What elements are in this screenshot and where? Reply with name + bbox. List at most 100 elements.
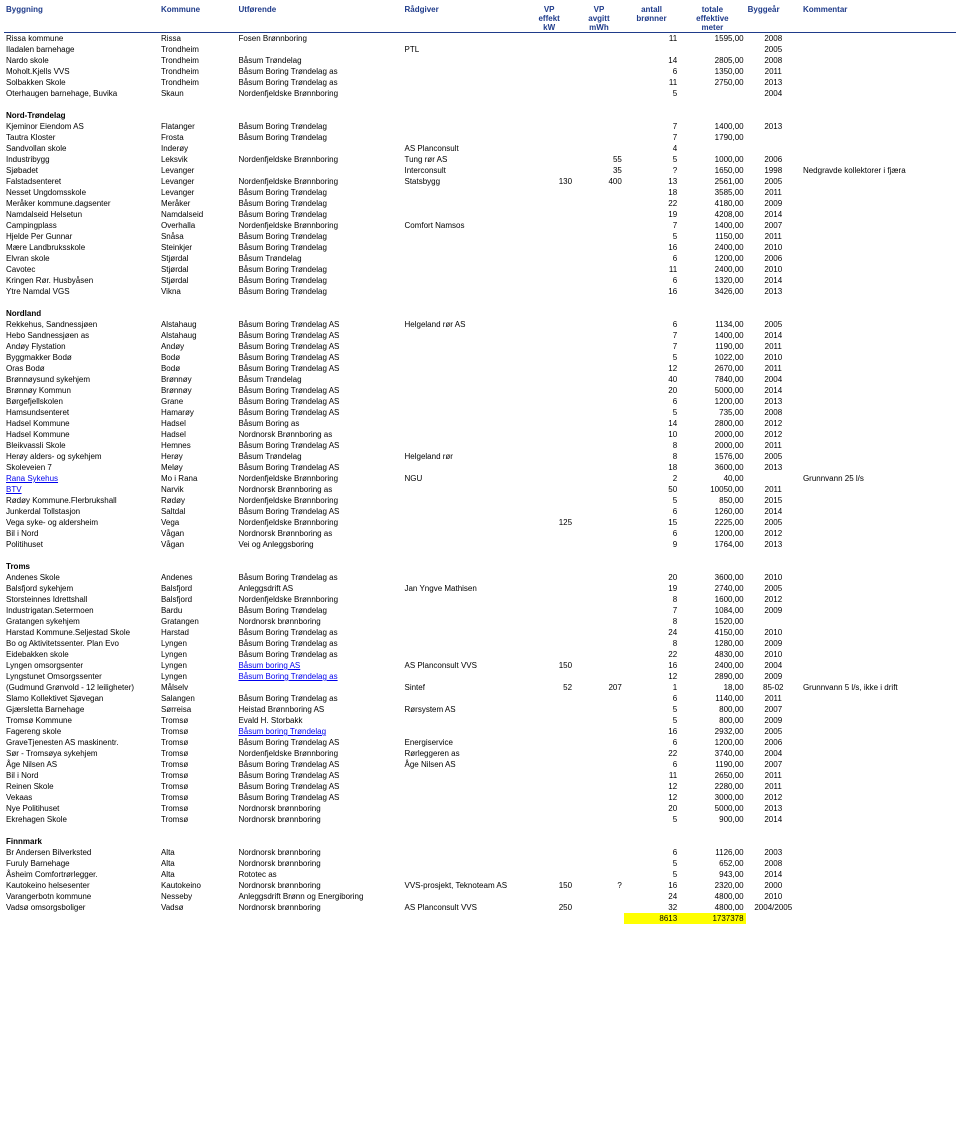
cell: Helgeland rør AS (402, 319, 524, 330)
cell: 1190,00 (679, 759, 745, 770)
cell: 7 (624, 132, 679, 143)
cell (402, 187, 524, 198)
cell: Sintef (402, 682, 524, 693)
cell: Åge Nilsen AS (402, 759, 524, 770)
cell: 2008 (746, 858, 801, 869)
cell: 2013 (746, 286, 801, 297)
cell (524, 88, 574, 99)
totals-row: 86131737378 (4, 913, 956, 924)
cell: Nardo skole (4, 55, 159, 66)
cell: Nordnorsk Brønnboring as (236, 484, 402, 495)
cell (801, 484, 956, 495)
cell: 11 (624, 77, 679, 88)
cell: 2009 (746, 198, 801, 209)
cell (402, 374, 524, 385)
table-row: CavotecStjørdalBåsum Boring Trøndelag112… (4, 264, 956, 275)
cell: 2280,00 (679, 781, 745, 792)
cell (402, 528, 524, 539)
cell: 14 (624, 55, 679, 66)
cell: Båsum Boring Trøndelag (236, 132, 402, 143)
cell: Nordenfjeldske Brønnboring (236, 517, 402, 528)
cell: Tromsø (159, 770, 236, 781)
cell: Alstahaug (159, 319, 236, 330)
cell (524, 605, 574, 616)
cell: 5 (624, 88, 679, 99)
cell (402, 649, 524, 660)
cell (574, 198, 624, 209)
table-row: Gratangen sykehjemGratangenNordnorsk brø… (4, 616, 956, 627)
cell (801, 770, 956, 781)
cell: 2740,00 (679, 583, 745, 594)
cell: 2012 (746, 418, 801, 429)
table-row: Industrigatan.SetermoenBarduBåsum Boring… (4, 605, 956, 616)
cell: 8 (624, 616, 679, 627)
cell (801, 792, 956, 803)
cell: 6 (624, 528, 679, 539)
cell: Alta (159, 869, 236, 880)
cell (801, 176, 956, 187)
cell (801, 660, 956, 671)
cell: Brønnøy (159, 385, 236, 396)
cell: 1022,00 (679, 352, 745, 363)
cell: Hamsundsenteret (4, 407, 159, 418)
cell: Elvran skole (4, 253, 159, 264)
cell (801, 638, 956, 649)
cell (746, 132, 801, 143)
cell: Varangerbotn kommune (4, 891, 159, 902)
cell: 4180,00 (679, 198, 745, 209)
cell: 2010 (746, 649, 801, 660)
cell: 22 (624, 198, 679, 209)
cell: 652,00 (679, 858, 745, 869)
cell (574, 143, 624, 154)
cell: Namdalseid (159, 209, 236, 220)
cell: Andøy Flystation (4, 341, 159, 352)
cell (801, 517, 956, 528)
section-title: Nord-Trøndelag (4, 110, 956, 121)
cell: Comfort Namsos (402, 220, 524, 231)
cell: Kringen Rør. Husbyåsen (4, 275, 159, 286)
cell: Tautra Kloster (4, 132, 159, 143)
table-row: Sandvollan skoleInderøyAS Planconsult4 (4, 143, 956, 154)
cell (524, 473, 574, 484)
cell: Lyngen omsorgsenter (4, 660, 159, 671)
cell: Stjørdal (159, 264, 236, 275)
totals-cell (4, 913, 159, 924)
cell: 2014 (746, 385, 801, 396)
cell: Alta (159, 858, 236, 869)
cell: 1200,00 (679, 253, 745, 264)
cell: 800,00 (679, 715, 745, 726)
cell: 5 (624, 869, 679, 880)
cell (524, 165, 574, 176)
table-row: Rekkehus, SandnessjøenAlstahaugBåsum Bor… (4, 319, 956, 330)
cell: Båsum Boring Trøndelag AS (236, 341, 402, 352)
cell: Rødøy Kommune.Flerbrukshall (4, 495, 159, 506)
table-row: Elvran skoleStjørdalBåsum Trøndelag61200… (4, 253, 956, 264)
cell (402, 803, 524, 814)
cell (524, 539, 574, 550)
cell: Ytre Namdal VGS (4, 286, 159, 297)
cell: Reinen Skole (4, 781, 159, 792)
cell (236, 44, 402, 55)
cell (524, 374, 574, 385)
cell: Nordnorsk brønnboring (236, 858, 402, 869)
cell (402, 594, 524, 605)
cell (524, 55, 574, 66)
cell: Jan Yngve Mathisen (402, 583, 524, 594)
cell: Balsfjord (159, 583, 236, 594)
cell (402, 231, 524, 242)
cell: Stjørdal (159, 275, 236, 286)
cell: Hamarøy (159, 407, 236, 418)
cell (402, 385, 524, 396)
cell (574, 649, 624, 660)
cell: 2003 (746, 847, 801, 858)
table-row: Slamo Kollektivet SjøveganSalangenBåsum … (4, 693, 956, 704)
cell: 6 (624, 506, 679, 517)
cell: Leksvik (159, 154, 236, 165)
cell (524, 704, 574, 715)
cell: (Gudmund Grønvold - 12 leiligheter) (4, 682, 159, 693)
col-byggning: Byggning (4, 4, 159, 33)
cell: Båsum Boring Trøndelag (236, 286, 402, 297)
cell: Meråker (159, 198, 236, 209)
cell: Bo og Aktivitetssenter. Plan Evo (4, 638, 159, 649)
cell (574, 704, 624, 715)
